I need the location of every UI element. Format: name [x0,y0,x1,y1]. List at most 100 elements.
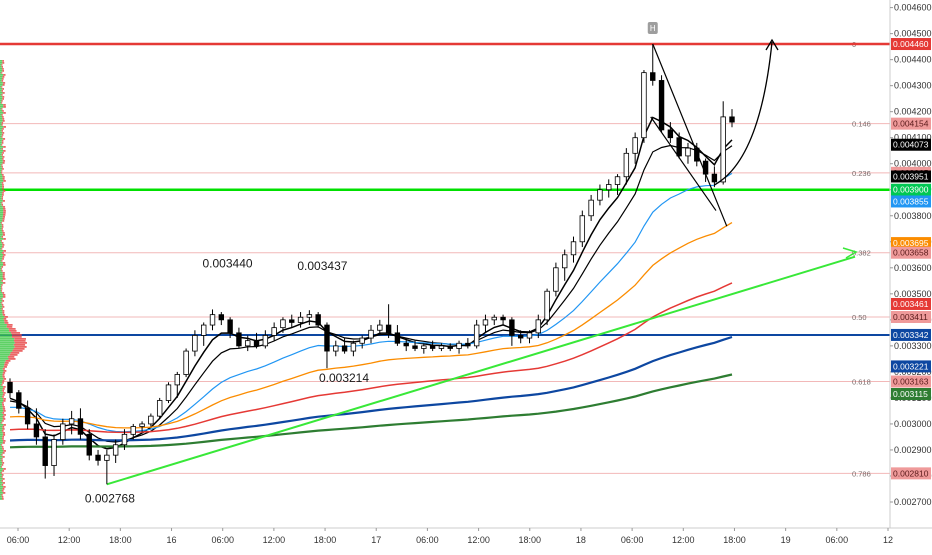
candle[interactable] [280,317,286,333]
candle[interactable] [517,330,524,344]
candle[interactable] [271,322,277,341]
candle[interactable] [429,340,436,352]
candle[interactable] [421,343,427,354]
candle[interactable] [465,338,471,349]
candle[interactable] [562,249,568,281]
candle[interactable] [676,132,682,159]
candle[interactable] [253,332,260,349]
candle[interactable] [606,179,612,198]
candle[interactable] [130,423,136,440]
candle[interactable] [183,348,189,378]
candle[interactable] [412,340,418,352]
candle[interactable] [491,314,497,326]
candle[interactable] [289,314,295,328]
volume-profile-bar [2,258,4,260]
candle[interactable] [42,429,48,479]
candle[interactable] [209,309,216,331]
candle[interactable] [359,335,365,349]
candle[interactable] [403,338,409,352]
candle[interactable] [553,262,559,297]
candle[interactable] [368,325,374,344]
candle[interactable] [473,319,480,349]
candle[interactable] [297,312,304,328]
candle[interactable] [623,148,630,185]
candle[interactable] [104,449,110,485]
candle[interactable] [60,418,66,445]
candle-body [623,152,630,178]
candle[interactable] [341,338,348,354]
volume-profile-bar [1,196,4,198]
candle[interactable] [394,325,401,346]
candle[interactable] [201,322,207,346]
candle[interactable] [227,317,233,339]
candle[interactable] [262,330,269,349]
candle[interactable] [456,340,462,354]
candle[interactable] [33,408,40,445]
volume-profile-bar [1,476,3,478]
candle[interactable] [24,400,31,430]
candle[interactable] [148,413,154,427]
candle[interactable] [650,44,656,86]
volume-profile-bar [0,104,4,106]
candle[interactable] [165,382,172,404]
candle[interactable] [588,194,594,221]
candle[interactable] [526,330,533,344]
candle[interactable] [324,322,330,369]
candle[interactable] [544,288,550,326]
candle[interactable] [77,408,84,440]
candle[interactable] [68,410,75,435]
volume-profile-bar [3,74,6,76]
candle[interactable] [245,335,251,352]
candle[interactable] [447,343,453,352]
candle[interactable] [711,166,718,188]
volume-profile-bar [0,106,4,108]
candle[interactable] [482,314,489,333]
candle[interactable] [16,390,22,414]
candle[interactable] [658,75,665,133]
candle[interactable] [51,434,57,476]
volume-profile-bar [1,236,4,238]
candle[interactable] [156,397,163,419]
candle[interactable] [192,330,198,357]
volume-profile-bar [1,134,4,136]
price-tag: 0.003695 [891,237,931,250]
volume-profile-bar [0,408,3,410]
candle[interactable] [7,378,13,398]
candle[interactable] [315,312,321,328]
candle[interactable] [641,70,647,143]
candle[interactable] [350,340,357,357]
candle[interactable] [121,429,128,450]
candle[interactable] [385,304,392,339]
candle[interactable] [139,421,145,432]
candle[interactable] [112,439,119,463]
candle[interactable] [306,310,313,326]
price-tag-bg [891,375,931,388]
volume-profile-bar [1,298,3,300]
candle[interactable] [729,109,735,128]
volume-profile-bar [0,294,3,296]
candle[interactable] [694,142,700,167]
candle[interactable] [500,314,506,326]
candle[interactable] [95,449,101,466]
candle[interactable] [174,371,180,398]
volume-profile-bar [0,364,5,366]
candle[interactable] [579,210,586,247]
candle[interactable] [614,174,621,195]
candle[interactable] [685,142,691,164]
volume-profile-bar [2,498,4,500]
candle[interactable] [535,314,541,339]
candle[interactable] [632,132,638,164]
candle[interactable] [509,317,515,346]
candle[interactable] [570,236,577,263]
candle[interactable] [218,312,225,326]
candle[interactable] [597,184,603,206]
candle[interactable] [720,101,726,185]
candle[interactable] [438,343,445,352]
candle[interactable] [86,429,92,461]
candle[interactable] [333,340,339,357]
candle[interactable] [236,327,242,349]
candle[interactable] [667,122,674,143]
candle[interactable] [377,319,383,336]
